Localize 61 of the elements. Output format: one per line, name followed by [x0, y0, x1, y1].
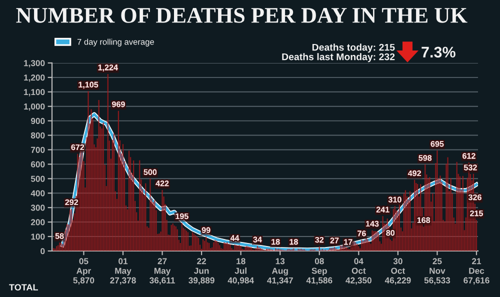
y-tick-label: 200 — [30, 219, 45, 226]
y-tick-label: 900 — [30, 118, 45, 124]
annotation: 58 — [55, 233, 64, 239]
y-tick-label: 0 — [40, 248, 45, 254]
y-tick-label: 400 — [30, 190, 45, 196]
annotation: 76 — [358, 230, 366, 236]
annotation: 500 — [144, 169, 157, 175]
annotation: 143 — [366, 220, 379, 227]
annotation: 672 — [71, 144, 84, 150]
text: Deaths last Monday: 232 — [282, 53, 395, 62]
y-tick-label: 1,200 — [24, 74, 45, 82]
y-tick-label: 100 — [31, 234, 45, 240]
chart-title: NUMBER OF DEATHS PER DAY IN THE UK — [16, 8, 468, 23]
annotation: 215 — [470, 210, 483, 216]
x-tick-label: 21 Dec 67,616 — [464, 258, 490, 285]
annotation: 18 — [290, 238, 298, 245]
annotation: 44 — [230, 235, 240, 241]
annotation: 695 — [430, 141, 444, 147]
annotation: 195 — [176, 213, 188, 220]
x-tick-label: 30 Oct 46,229 — [384, 258, 411, 285]
annotation: 34 — [253, 236, 262, 242]
annotation: 32 — [315, 236, 324, 243]
legend-label: 7 day rolling average — [77, 38, 154, 46]
annotation: 99 — [202, 227, 210, 233]
annotation: 168 — [417, 217, 430, 223]
annotation: 598 — [418, 155, 432, 161]
annotation: 1,224 — [98, 64, 118, 72]
x-tick-label: 04 Oct 42,350 — [346, 258, 372, 285]
x-tick-label: 05 Apr 5,870 — [73, 258, 94, 285]
x-tick-label: 25 Nov 56,533 — [424, 258, 450, 285]
x-tick-label: 27 May 36,611 — [150, 258, 175, 285]
x-tick-label: 18 Jul 40,984 — [228, 258, 254, 285]
annotation: 1,105 — [78, 82, 98, 89]
annotation: 310 — [388, 196, 402, 202]
y-tick-label: 800 — [30, 132, 45, 138]
annotation: 612 — [462, 153, 476, 159]
annotation: 17 — [344, 239, 352, 245]
y-tick-label: 600 — [31, 161, 45, 168]
x-tick-label: 08 Sep 41,586 — [306, 258, 332, 285]
text: TOTAL — [9, 284, 38, 291]
annotation: 241 — [376, 206, 390, 212]
x-tick-label: 13 Aug 41,347 — [267, 258, 293, 285]
text: 7.3% — [422, 46, 456, 58]
x-tick-label: 01 May 27,378 — [110, 258, 136, 285]
text: Deaths today: 215 — [312, 44, 395, 53]
y-tick-label: 300 — [30, 204, 45, 211]
y-tick-label: 1,000 — [24, 103, 45, 111]
annotation: 80 — [386, 230, 395, 236]
annotation: 18 — [272, 238, 280, 245]
y-tick-label: 500 — [30, 176, 45, 182]
y-tick-label: 1,300 — [24, 60, 45, 68]
annotation: 492 — [408, 170, 421, 176]
annotation: 969 — [112, 101, 125, 108]
x-tick-label: 22 Jun 39,889 — [188, 258, 214, 285]
y-tick-label: 1,100 — [24, 88, 45, 96]
y-tick-label: 700 — [31, 146, 45, 153]
annotation: 27 — [330, 238, 339, 244]
annotation: 422 — [156, 180, 169, 186]
annotation: 326 — [468, 194, 482, 200]
annotation: 532 — [464, 164, 477, 170]
annotation: 292 — [65, 199, 78, 206]
